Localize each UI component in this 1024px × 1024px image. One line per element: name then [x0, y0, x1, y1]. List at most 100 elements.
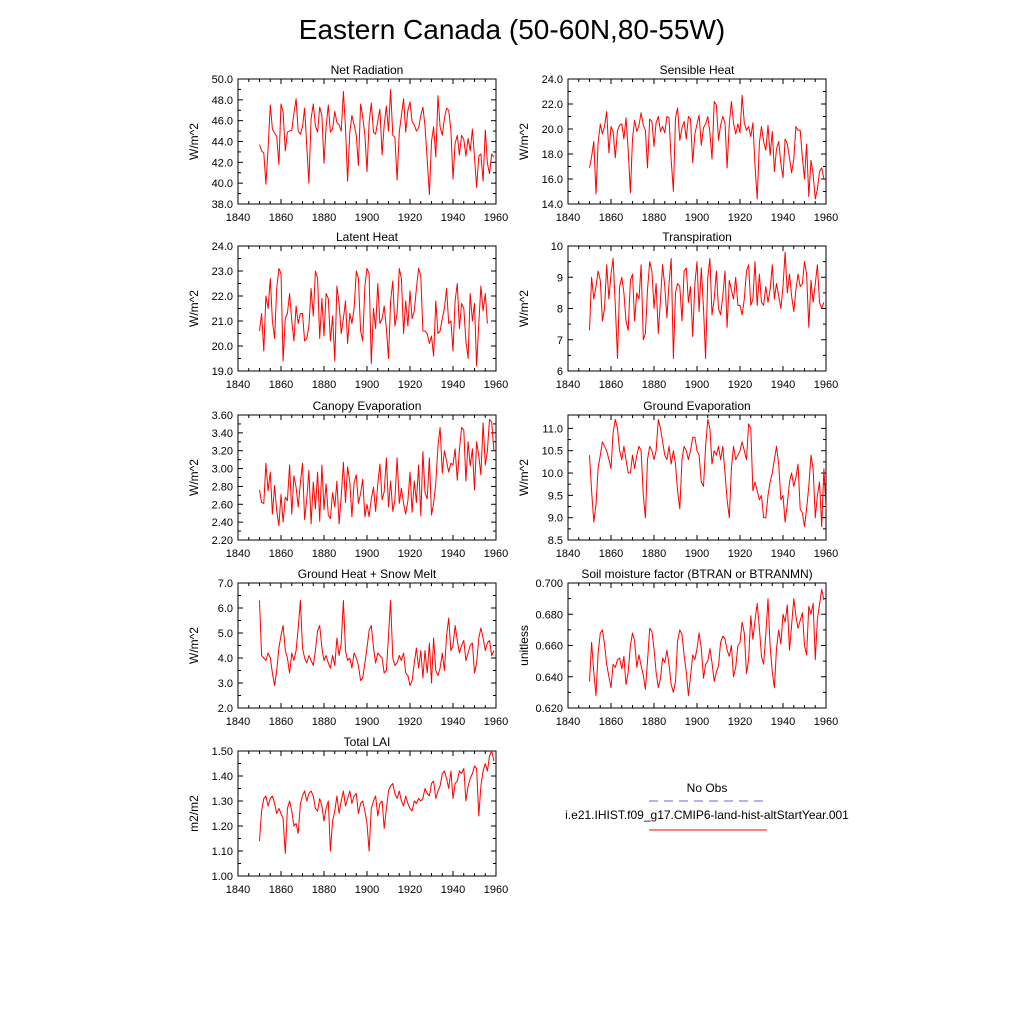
y-tick-label: 7.0 [218, 578, 233, 590]
y-tick-label: 1.50 [212, 746, 233, 758]
y-tick-label: 6 [557, 366, 563, 378]
y-tick-label: 20.0 [542, 124, 563, 136]
plot-frame [237, 245, 497, 372]
y-tick-label: 4.0 [218, 653, 233, 665]
y-tick-label: 1.10 [212, 846, 233, 858]
y-tick-label: 0.660 [535, 641, 563, 653]
y-tick-label: 1.40 [212, 771, 233, 783]
y-tick-label: 11.0 [542, 423, 563, 435]
panel-title: Latent Heat [336, 230, 399, 244]
y-axis-label: W/m^2 [187, 123, 201, 160]
y-tick-label: 2.40 [212, 517, 233, 529]
series-line [589, 588, 825, 696]
x-tick-label: 1900 [685, 379, 709, 391]
panel-8: Total LAI m2/m2 1840 1860 1880 1900 1920 1940 19… [187, 735, 508, 896]
x-tick-label: 1900 [355, 884, 379, 896]
x-tick-label: 1880 [312, 212, 336, 224]
y-axis-label: W/m^2 [517, 123, 531, 160]
y-tick-label: 24.0 [212, 241, 233, 253]
y-tick-label: 10 [551, 241, 563, 253]
y-tick-label: 1.30 [212, 796, 233, 808]
x-tick-label: 1900 [685, 716, 709, 728]
y-tick-label: 22.0 [542, 99, 563, 111]
series-line [259, 268, 488, 367]
x-tick-label: 1900 [355, 212, 379, 224]
series-line [259, 419, 495, 527]
x-tick-label: 1840 [556, 379, 580, 391]
series-line [259, 750, 495, 854]
y-tick-label: 40.0 [212, 178, 233, 190]
panel-title: Net Radiation [331, 63, 404, 77]
y-tick-label: 3.60 [212, 410, 233, 422]
series-line [259, 600, 495, 686]
x-tick-label: 1920 [728, 379, 752, 391]
panel-title: Ground Evaporation [643, 399, 750, 413]
x-tick-label: 1880 [312, 379, 336, 391]
y-tick-label: 46.0 [212, 116, 233, 128]
x-tick-label: 1860 [269, 212, 293, 224]
x-tick-label: 1960 [484, 716, 508, 728]
x-tick-label: 1940 [771, 716, 795, 728]
y-tick-label: 20.0 [212, 341, 233, 353]
x-tick-label: 1880 [312, 548, 336, 560]
y-tick-label: 10.0 [542, 468, 563, 480]
x-tick-label: 1900 [685, 212, 709, 224]
panel-title: Sensible Heat [660, 63, 735, 77]
y-tick-label: 14.0 [542, 199, 563, 211]
x-tick-label: 1920 [398, 884, 422, 896]
panel-2: Latent Heat W/m^2 1840 1860 1880 1900 1920 1940… [187, 230, 508, 391]
panel-0: Net Radiation W/m^2 1840 1860 1880 1900 1920 19… [187, 63, 508, 224]
x-tick-label: 1940 [441, 379, 465, 391]
x-tick-label: 1840 [226, 212, 250, 224]
x-tick-label: 1840 [226, 379, 250, 391]
x-tick-label: 1960 [484, 212, 508, 224]
y-tick-label: 10.5 [542, 446, 563, 458]
x-tick-label: 1880 [642, 212, 666, 224]
panel-5: Ground Evaporation W/m^2 1840 1860 1880 1900 1… [517, 399, 838, 560]
series-line [589, 419, 827, 528]
y-tick-label: 48.0 [212, 95, 233, 107]
x-tick-label: 1940 [771, 212, 795, 224]
y-tick-label: 9.5 [548, 490, 563, 502]
x-tick-label: 1860 [599, 212, 623, 224]
x-tick-label: 1960 [814, 379, 838, 391]
y-tick-label: 16.0 [542, 174, 563, 186]
y-tick-label: 3.0 [218, 678, 233, 690]
x-tick-label: 1860 [269, 716, 293, 728]
x-tick-label: 1900 [355, 716, 379, 728]
x-tick-label: 1900 [355, 548, 379, 560]
x-tick-label: 1960 [814, 548, 838, 560]
x-tick-label: 1900 [685, 548, 709, 560]
x-tick-label: 1940 [771, 379, 795, 391]
x-tick-label: 1860 [599, 716, 623, 728]
x-tick-label: 1860 [269, 379, 293, 391]
y-tick-label: 0.640 [535, 672, 563, 684]
x-tick-label: 1920 [398, 548, 422, 560]
legend: No Obs i.e21.IHIST.f09_g17.CMIP6-land-hi… [565, 781, 849, 831]
y-tick-label: 42.0 [212, 157, 233, 169]
x-tick-label: 1840 [556, 548, 580, 560]
x-tick-label: 1960 [484, 548, 508, 560]
y-tick-label: 18.0 [542, 149, 563, 161]
panel-4: Canopy Evaporation W/m^2 1840 1860 1880 1900 1… [187, 399, 508, 560]
x-tick-label: 1840 [556, 716, 580, 728]
y-tick-label: 19.0 [212, 366, 233, 378]
y-tick-label: 8 [557, 304, 563, 316]
x-tick-label: 1940 [441, 884, 465, 896]
x-tick-label: 1960 [484, 379, 508, 391]
x-tick-label: 1920 [728, 716, 752, 728]
y-tick-label: 3.00 [212, 464, 233, 476]
x-tick-label: 1940 [441, 716, 465, 728]
y-tick-label: 22.0 [212, 291, 233, 303]
y-tick-label: 2.20 [212, 535, 233, 547]
y-axis-label: W/m^2 [517, 290, 531, 327]
x-tick-label: 1920 [398, 212, 422, 224]
y-tick-label: 2.60 [212, 499, 233, 511]
y-tick-label: 24.0 [542, 74, 563, 86]
x-tick-label: 1920 [398, 379, 422, 391]
series-line [589, 94, 825, 200]
panel-3: Transpiration W/m^2 1840 1860 1880 1900 1920 19… [517, 230, 838, 391]
y-tick-label: 2.80 [212, 481, 233, 493]
series-line [259, 88, 495, 196]
